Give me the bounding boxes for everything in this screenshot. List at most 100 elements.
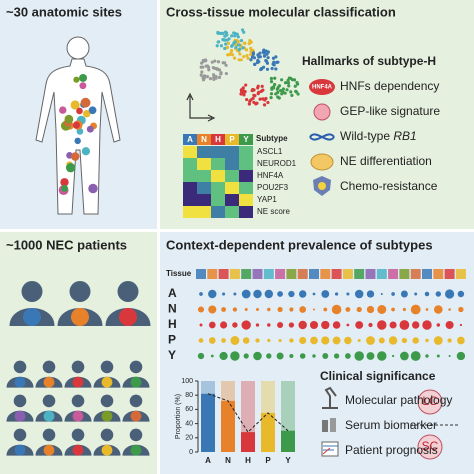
site-dot — [70, 152, 80, 161]
classification-title: Cross-tissue molecular classification — [166, 4, 396, 19]
patient-head — [129, 360, 143, 374]
scatter-point — [212, 77, 216, 81]
heatmap-cell — [225, 206, 239, 218]
prevalence-dot — [210, 354, 214, 358]
prevalence-dot — [267, 323, 271, 327]
hallmark-item: Chemo-resistance — [340, 179, 438, 193]
heatmap-cell — [197, 146, 211, 158]
prevalence-dot — [321, 336, 330, 345]
prevalence-dot — [321, 320, 330, 330]
prevalence-dot — [410, 351, 421, 361]
prevalence-dot — [288, 290, 295, 298]
hallmark-icons: HNF4A — [309, 79, 335, 196]
patient-head — [69, 281, 91, 302]
scatter-point — [245, 54, 249, 58]
prevalence-dot — [331, 304, 342, 315]
prevalence-dot — [232, 307, 238, 312]
scatter-point — [293, 84, 297, 88]
prevalence-dot — [345, 307, 351, 312]
scatter-point — [259, 67, 263, 72]
prevalence-dot — [377, 351, 387, 361]
prevalence-dot — [332, 336, 341, 345]
scatter-point — [239, 39, 244, 43]
heatmap-cell — [183, 146, 197, 158]
scatter-point — [242, 92, 246, 96]
heatmap-cell — [239, 158, 253, 170]
prevalence-dot — [244, 308, 248, 311]
site-dot — [79, 73, 88, 82]
prevalence-dot — [289, 353, 294, 359]
scatter-point — [277, 96, 281, 100]
scatter-point — [289, 76, 293, 80]
prevalence-dot — [220, 321, 228, 329]
clinical-icons — [321, 386, 339, 457]
tissue-square — [229, 269, 240, 279]
prevalence-dot — [277, 321, 284, 329]
y-tick-label: 20 — [185, 435, 193, 442]
subtype-row-label: Y — [168, 348, 176, 362]
scatter-point — [237, 58, 241, 62]
prevalence-dot — [276, 352, 284, 360]
patient-head — [129, 394, 143, 408]
prevalence-dot — [414, 292, 418, 296]
tissue-square — [388, 269, 399, 279]
tissue-square — [297, 269, 308, 279]
patient-head — [117, 281, 139, 302]
clinical-item: Patient prognosis — [345, 443, 438, 457]
patient-head — [100, 360, 114, 374]
tissue-square — [365, 269, 376, 279]
scatter-point — [249, 49, 253, 53]
heatmap-cell — [225, 146, 239, 158]
scatter-point — [232, 31, 236, 35]
scatter-point — [290, 93, 294, 97]
site-dot — [73, 76, 80, 83]
prevalence-dot — [264, 289, 274, 299]
hallmark-item: HNFs dependency — [340, 79, 439, 93]
hallmark-rb1: Wild-type RB1 — [340, 129, 417, 143]
scatter-point — [265, 67, 270, 71]
tissue-square — [207, 269, 218, 279]
patient-organ — [72, 376, 84, 388]
patient-head — [100, 394, 114, 408]
prevalence-dot — [323, 307, 328, 312]
scatter-point — [273, 82, 277, 87]
prevalence-dot — [298, 290, 307, 298]
heatmap-cell — [211, 182, 225, 194]
patient-organ — [72, 410, 84, 422]
scatter-point — [249, 46, 253, 50]
scatter-point — [237, 47, 242, 51]
prevalence-dot — [412, 337, 419, 344]
y-tick-label: 0 — [189, 449, 193, 456]
hnf4a-icon-label: HNF4A — [312, 85, 333, 91]
scatter-point — [216, 40, 220, 44]
site-dot — [81, 147, 91, 156]
prevalence-dot — [354, 289, 364, 299]
heatmap-row-label: ASCL1 — [257, 147, 283, 156]
patient-organ — [119, 308, 137, 326]
scatter-point — [237, 43, 241, 47]
clinical-item: Molecular pathology — [345, 393, 452, 407]
scatter-point — [243, 41, 247, 45]
clinical-item: Serum biomarker — [345, 418, 437, 432]
scatter-point — [258, 55, 262, 59]
prevalence-dot — [266, 353, 272, 359]
scatter-point — [250, 55, 255, 59]
prevalence-dot — [456, 351, 466, 361]
scatter-point — [236, 35, 240, 39]
prevalence-dot — [422, 320, 432, 330]
scatter-point — [216, 60, 221, 64]
y-tick-label: 40 — [185, 420, 193, 427]
patient-organ — [23, 308, 41, 326]
prevalence-dot — [357, 338, 361, 343]
prevalence-dot — [402, 307, 406, 312]
heatmap-cell — [225, 170, 239, 182]
patient-head — [21, 281, 43, 302]
prevalence-dot — [241, 289, 251, 299]
scatter-point — [252, 100, 256, 104]
heatmap-cell — [211, 194, 225, 206]
scatter-point — [223, 30, 228, 34]
prevalence-dot — [298, 320, 307, 330]
scatter-point — [246, 56, 250, 60]
heatmap-cell — [197, 170, 211, 182]
prevalence-dot — [332, 321, 341, 329]
